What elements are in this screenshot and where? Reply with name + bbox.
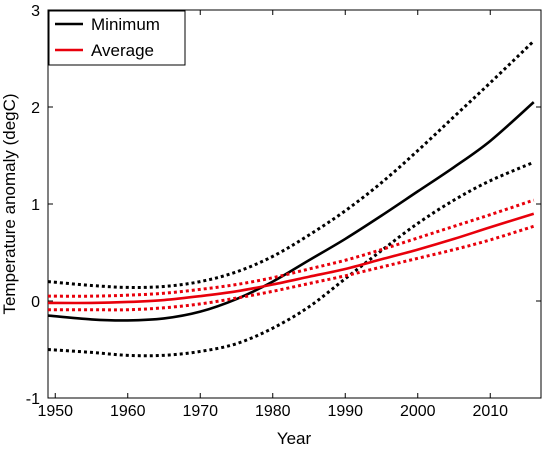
series-line-average [47, 212, 535, 305]
ticks-layer: 1950 1960 1970 1980 1990 2000 2010 -1 0 1 2 3 [26, 3, 541, 420]
legend: Minimum Average [48, 10, 186, 66]
series-line-minimum [47, 101, 535, 322]
x-tick-label-2010: 2010 [472, 403, 508, 420]
y-tick-label-0: 0 [31, 294, 40, 311]
x-tick-label-1960: 1960 [110, 403, 146, 420]
x-tick-label-1990: 1990 [327, 403, 363, 420]
legend-box [48, 10, 186, 66]
x-tick-label-1980: 1980 [255, 403, 291, 420]
x-axis-title: Year [277, 429, 312, 448]
series-bound-line-6 [48, 224, 535, 312]
plot-frame [47, 9, 542, 399]
x-tick-label-1950: 1950 [37, 403, 73, 420]
legend-label-minimum: Minimum [91, 15, 160, 34]
y-axis-title: Temperature anomaly (degC) [0, 93, 19, 314]
plot-area: 1950 1960 1970 1980 1990 2000 2010 -1 0 1 2 3 [26, 3, 542, 420]
x-tick-label-1970: 1970 [182, 403, 218, 420]
y-tick-label-1: 1 [31, 197, 40, 214]
y-tick-label-3: 3 [31, 3, 40, 20]
y-tick-label--1: -1 [26, 391, 40, 408]
legend-label-average: Average [91, 41, 154, 60]
y-tick-label-2: 2 [31, 100, 40, 117]
x-tick-label-2000: 2000 [400, 403, 436, 420]
series-layer [47, 39, 535, 358]
